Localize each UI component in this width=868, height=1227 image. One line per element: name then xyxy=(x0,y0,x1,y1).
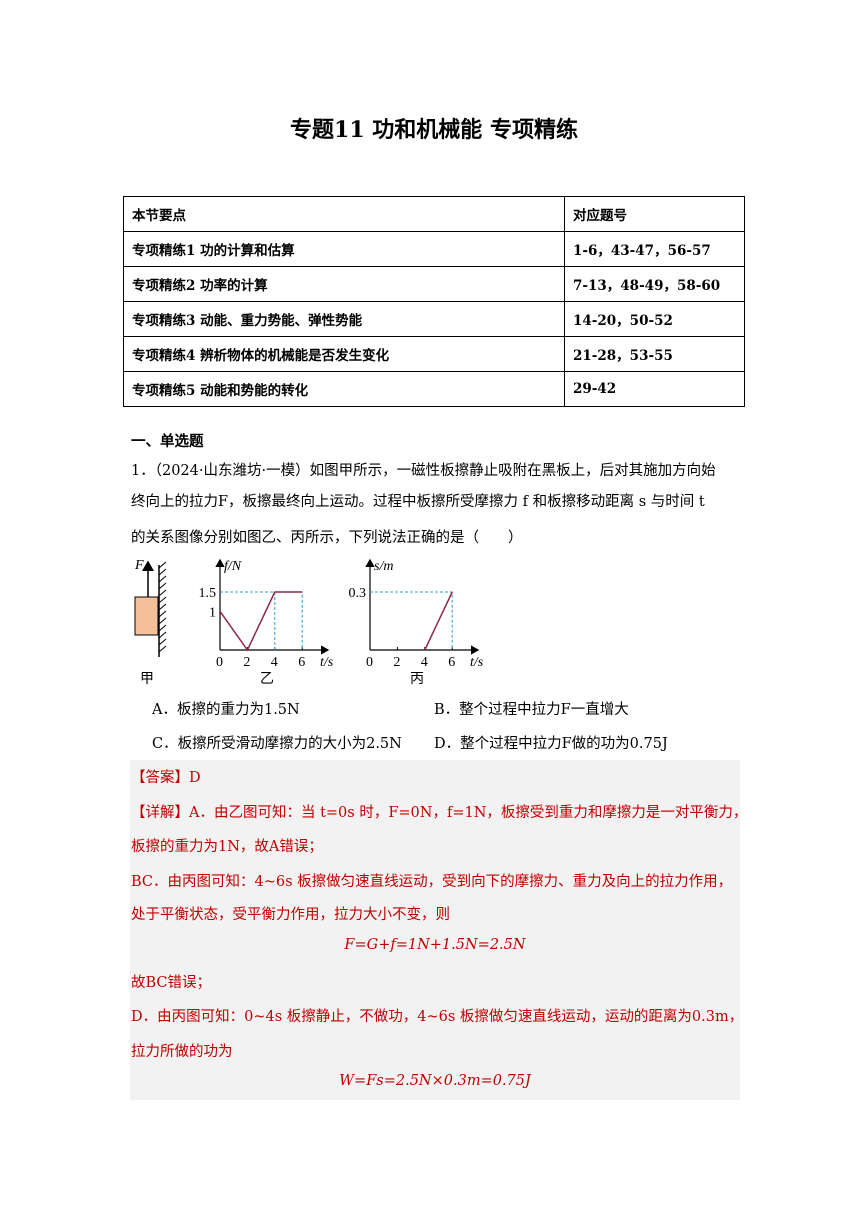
figure-jia: F 甲 xyxy=(134,558,167,687)
hatch-line xyxy=(158,589,167,597)
caption: 乙 xyxy=(260,671,274,687)
force-label: F xyxy=(134,558,144,573)
topic-table: 本节要点 对应题号 专项精练1 功的计算和估算 1-6，43-47，56-57 专项… xyxy=(123,196,745,407)
section-heading: 一、单选题 xyxy=(131,433,204,450)
y-tick-label: 1.5 xyxy=(199,586,217,601)
cell: 专项精练2 功率的计算 xyxy=(123,266,565,302)
hatch-line xyxy=(158,624,167,632)
answer-block xyxy=(130,760,740,1100)
x-tick-label: 0 xyxy=(216,655,223,670)
x-tick-label: 4 xyxy=(421,655,428,670)
x-tick-label: 6 xyxy=(298,655,305,670)
figures: F 甲 f/N t/s 0 2 4 6 1.5 1 乙 s/m t/s 0 2 4 6 0.3 丙 xyxy=(134,558,484,687)
question-line: 的关系图像分别如图乙、丙所示，下列说法正确的是（ ） xyxy=(131,530,523,546)
caption: 丙 xyxy=(410,672,424,687)
cell: 专项精练3 动能、重力势能、弹性势能 xyxy=(123,301,565,337)
table-row: 专项精练3 动能、重力势能、弹性势能 14-20，50-52 xyxy=(123,301,745,337)
table-row: 专项精练4 辨析物体的机械能是否发生变化 21-28，53-55 xyxy=(123,336,745,372)
data-line xyxy=(424,591,453,651)
header-cell: 对应题号 xyxy=(564,196,745,232)
explanation-line: D．由丙图可知：0~4s 板擦静止，不做功，4~6s 板擦做匀速直线运动，运动的… xyxy=(131,1009,744,1025)
hatch-line xyxy=(158,610,167,618)
hatch-line xyxy=(158,575,167,583)
x-tick-label: 0 xyxy=(366,655,373,670)
table-row: 专项精练5 动能和势能的转化 29-42 xyxy=(123,371,745,407)
x-tick-label: 6 xyxy=(448,655,455,670)
guide-dashed-line xyxy=(370,591,453,650)
caption-jia: 甲 xyxy=(140,672,154,687)
answer-label: 【答案】D xyxy=(131,770,201,786)
option-b[interactable]: B．整个过程中拉力F一直增大 xyxy=(434,702,629,718)
hatch-line xyxy=(158,617,167,625)
header-cell: 本节要点 xyxy=(123,196,565,232)
cell: 专项精练4 辨析物体的机械能是否发生变化 xyxy=(123,336,565,372)
board-eraser xyxy=(134,596,159,636)
hatch-line xyxy=(158,638,167,646)
question-line: 1．（2024·山东潍坊·一模）如图甲所示，一磁性板擦静止吸附在黑板上，后对其施… xyxy=(131,463,716,479)
hatch-line xyxy=(158,631,167,639)
hatch-line xyxy=(158,596,167,604)
graph-yi: f/N t/s 0 2 4 6 1.5 1 乙 xyxy=(199,558,334,687)
x-axis-label: t/s xyxy=(470,655,484,670)
table-row: 专项精练1 功的计算和估算 1-6，43-47，56-57 xyxy=(123,231,745,267)
y-axis-label: s/m xyxy=(374,559,393,574)
x-tick-label: 2 xyxy=(243,655,250,670)
hatch-line xyxy=(158,582,167,590)
table-header-row: 本节要点 对应题号 xyxy=(123,196,745,232)
page-title: 专题11 功和机械能 专项精练 xyxy=(290,117,578,143)
question-line: 终向上的拉力F，板擦最终向上运动。过程中板擦所受摩擦力 f 和板擦移动距离 s … xyxy=(131,494,705,510)
explanation-line: 拉力所做的功为 xyxy=(131,1044,233,1060)
formula: W=Fs=2.5N×0.3m=0.75J xyxy=(339,1073,531,1089)
cell: 7-13，48-49，58-60 xyxy=(564,266,745,302)
wall-hatching xyxy=(158,561,167,653)
explanation-line: 【详解】A．由乙图可知：当 t=0s 时，F=0N，f=1N，板擦受到重力和摩擦… xyxy=(131,805,748,821)
explanation-line: 处于平衡状态，受平衡力作用，拉力大小不变，则 xyxy=(131,907,450,923)
formula: F=G+f=1N+1.5N=2.5N xyxy=(344,937,526,953)
x-tick-label: 4 xyxy=(271,655,278,670)
cell: 29-42 xyxy=(564,371,745,407)
hatch-line xyxy=(158,568,167,576)
x-tick-label: 2 xyxy=(393,655,400,670)
option-a[interactable]: A．板擦的重力为1.5N xyxy=(152,702,300,718)
y-tick-label: 1 xyxy=(209,605,216,620)
explanation-line: 故BC错误； xyxy=(131,975,212,991)
explanation-line: 板擦的重力为1N，故A错误； xyxy=(131,839,323,855)
cell: 专项精练1 功的计算和估算 xyxy=(123,231,565,267)
table-row: 专项精练2 功率的计算 7-13，48-49，58-60 xyxy=(123,266,745,302)
option-c[interactable]: C．板擦所受滑动摩擦力的大小为2.5N xyxy=(152,736,402,752)
option-d[interactable]: D．整个过程中拉力F做的功为0.75J xyxy=(434,736,668,752)
hatch-line xyxy=(158,645,167,653)
y-axis-label: f/N xyxy=(224,559,242,574)
cell: 14-20，50-52 xyxy=(564,301,745,337)
hatch-line xyxy=(158,561,167,569)
hatch-line xyxy=(158,603,167,611)
x-axis-label: t/s xyxy=(320,655,334,670)
data-line xyxy=(219,591,303,652)
explanation-line: BC．由丙图可知：4~6s 板擦做匀速直线运动，受到向下的摩擦力、重力及向上的拉… xyxy=(131,874,733,890)
cell: 21-28，53-55 xyxy=(564,336,745,372)
cell: 专项精练5 动能和势能的转化 xyxy=(123,371,565,407)
cell: 1-6，43-47，56-57 xyxy=(564,231,745,267)
graph-bing: s/m t/s 0 2 4 6 0.3 丙 xyxy=(349,558,484,687)
y-tick-label: 0.3 xyxy=(349,586,367,601)
